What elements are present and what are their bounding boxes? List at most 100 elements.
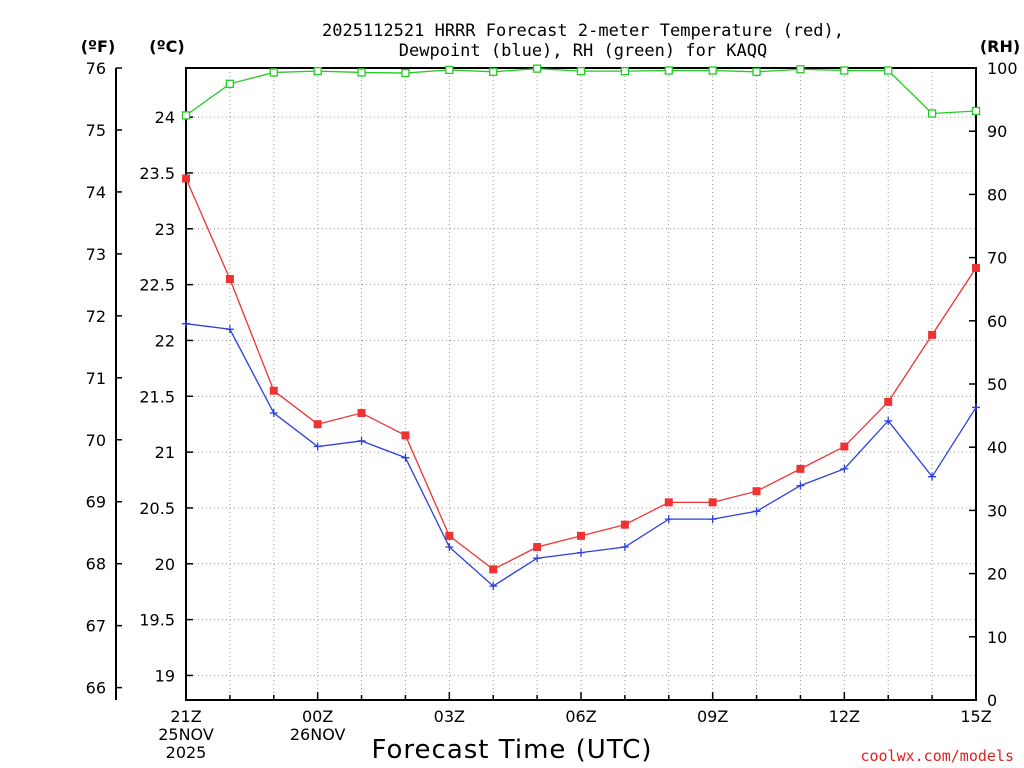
fahrenheit-tick-label: 75	[86, 121, 106, 140]
rh-point	[664, 66, 673, 75]
dewpoint-point	[225, 325, 234, 334]
rh-tick-label: 100	[987, 59, 1018, 78]
temperature-point	[840, 442, 849, 451]
celsius-tick-label: 19	[155, 666, 175, 685]
celsius-tick-label: 20.5	[139, 499, 175, 518]
x-axis-label: Forecast Time (UTC)	[371, 735, 652, 765]
rh-unit-label: (RH)	[980, 37, 1020, 56]
rh-point	[445, 65, 454, 75]
temperature-point	[182, 174, 190, 183]
temperature-point	[664, 498, 673, 507]
dewpoint-point	[972, 403, 980, 412]
rh-tick-label: 40	[987, 438, 1007, 457]
rh-tick-label: 20	[987, 565, 1007, 584]
time-tick-label: 15Z	[960, 707, 991, 726]
dewpoint-point	[577, 548, 585, 557]
temperature-point	[620, 520, 629, 529]
celsius-tick-label: 19.5	[139, 611, 175, 630]
dewpoint-point	[620, 543, 629, 552]
axes	[115, 67, 977, 701]
time-tick-label: 03Z	[434, 707, 465, 726]
temperature-point	[928, 330, 937, 339]
fahrenheit-tick-label: 70	[86, 431, 106, 450]
celsius-tick-label: 22	[155, 331, 175, 350]
dewpoint-point	[401, 453, 410, 462]
rh-point	[971, 106, 981, 116]
rh-point	[927, 109, 937, 118]
fahrenheit-tick-label: 68	[86, 555, 106, 574]
temperature-point	[401, 431, 410, 440]
dewpoint-point	[708, 515, 717, 524]
temperature-point	[884, 397, 893, 406]
dewpoint-point	[357, 436, 366, 445]
fahrenheit-tick-label: 76	[86, 59, 106, 78]
dewpoint-point	[664, 515, 673, 524]
time-tick-label: 21Z	[170, 707, 201, 726]
time-tick-label: 12Z	[829, 707, 860, 726]
temperature-point	[313, 420, 322, 429]
rh-tick-label: 10	[987, 628, 1007, 647]
temperature-point	[577, 531, 585, 540]
time-tick-label: 06Z	[565, 707, 596, 726]
celsius-tick-label: 23	[155, 220, 175, 239]
dewpoint-point	[884, 416, 893, 425]
rh-tick-label: 30	[987, 501, 1007, 520]
time-tick-label: 00Z	[302, 707, 333, 726]
series-temperature	[182, 174, 980, 574]
fahrenheit-tick-label: 67	[86, 617, 106, 636]
dewpoint-line	[185, 323, 977, 587]
fahrenheit-tick-label: 72	[86, 307, 106, 326]
dewpoint-point	[752, 507, 761, 516]
temperature-line	[185, 178, 977, 571]
rh-tick-label: 80	[987, 185, 1007, 204]
rh-tick-label: 90	[987, 122, 1007, 141]
dewpoint-point	[445, 543, 454, 552]
fahrenheit-tick-label: 71	[86, 369, 106, 388]
temperature-point	[357, 409, 366, 418]
rh-point	[796, 65, 805, 74]
time-tick-label: 2025	[166, 743, 207, 762]
rh-point	[752, 67, 761, 76]
temperature-point	[972, 263, 980, 272]
grid-lines	[186, 68, 976, 700]
celsius-unit-label: (ºC)	[149, 37, 184, 56]
rh-point	[357, 68, 366, 77]
chart-title-line-2: Dewpoint (blue), RH (green) for KAQQ	[399, 41, 767, 61]
series-rh	[181, 64, 981, 120]
celsius-tick-label: 21.5	[139, 387, 175, 406]
dewpoint-point	[928, 472, 937, 481]
dewpoint-point	[533, 554, 542, 563]
temperature-point	[489, 565, 498, 574]
celsius-axis: 24 23.5 23 22.5 22 21.5 21 20.5 20 19.5 19	[139, 108, 193, 685]
temperature-point	[225, 275, 234, 284]
dewpoint-point	[313, 442, 322, 451]
fahrenheit-tick-label: 69	[86, 493, 106, 512]
celsius-tick-label: 22.5	[139, 276, 175, 295]
series-dewpoint	[182, 319, 980, 591]
credit-text: coolwx.com/models	[860, 747, 1014, 765]
rh-point	[840, 66, 849, 75]
fahrenheit-tick-label: 73	[86, 245, 106, 264]
time-tick-label: 09Z	[697, 707, 728, 726]
rh-point	[620, 67, 630, 76]
temperature-point	[533, 543, 542, 552]
rh-tick-label: 50	[987, 375, 1007, 394]
rh-tick-label: 60	[987, 312, 1007, 331]
time-tick-label: 26NOV	[290, 725, 346, 744]
temperature-point	[752, 487, 761, 496]
rh-point	[884, 66, 893, 75]
rh-point	[576, 67, 586, 76]
rh-tick-label: 0	[987, 691, 997, 710]
temperature-point	[269, 386, 278, 395]
dewpoint-point	[489, 582, 498, 591]
temperature-point	[445, 531, 454, 540]
fahrenheit-tick-label: 74	[86, 183, 106, 202]
rh-point	[313, 67, 322, 76]
rh-point	[708, 66, 717, 75]
rh-point	[225, 79, 235, 88]
rh-tick-label: 70	[987, 249, 1007, 268]
celsius-tick-label: 21	[155, 443, 175, 462]
